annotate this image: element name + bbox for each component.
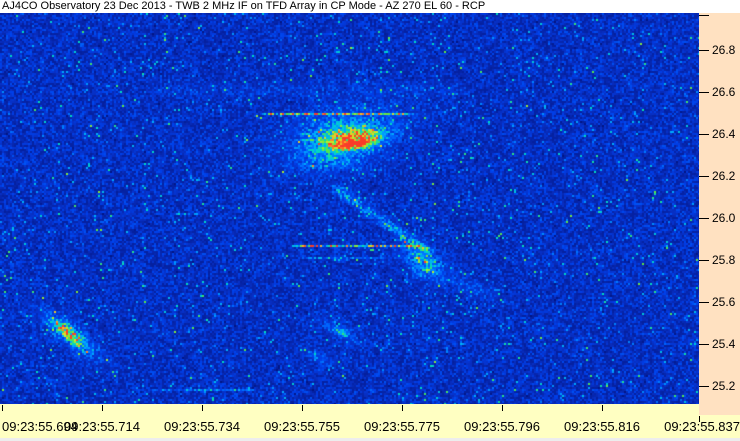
freq-tick [699,50,709,51]
freq-tick [699,386,709,387]
time-tick-label: 09:23:55.816 [557,419,647,435]
freq-tick [699,15,709,16]
time-tick-label: 09:23:55.775 [357,419,447,435]
freq-tick [699,218,709,219]
freq-tick-label: 25.6 [712,295,740,309]
frequency-axis: 26.8 26.6 26.4 26.2 26.0 25.8 25.6 25.4 25.2 [699,13,740,415]
freq-tick [699,302,709,303]
time-tick-label: 09:23:55.796 [457,419,547,435]
freq-tick [699,176,709,177]
title-text: AJ4CO Observatory 23 Dec 2013 - TWB 2 MH… [2,0,485,12]
freq-tick [699,344,709,345]
time-axis: 09:23:55.694 09:23:55.714 09:23:55.734 09:2… [0,404,740,438]
freq-tick [699,134,709,135]
time-tick [602,405,603,411]
time-tick [2,405,3,411]
time-tick [102,405,103,411]
freq-tick-label: 26.2 [712,169,740,183]
freq-tick-label: 25.2 [712,379,740,393]
time-tick-label: 09:23:55.755 [257,419,347,435]
freq-tick-label: 25.4 [712,337,740,351]
app-window: AJ4CO Observatory 23 Dec 2013 - TWB 2 MH… [0,0,740,441]
time-tick [302,405,303,411]
spectrogram-canvas [0,13,699,404]
time-tick-label: 09:23:55.837 [664,419,740,435]
freq-tick [699,92,709,93]
title-bar: AJ4CO Observatory 23 Dec 2013 - TWB 2 MH… [0,0,740,13]
freq-tick-label: 25.8 [712,253,740,267]
time-tick-label: 09:23:55.714 [57,419,147,435]
time-tick [202,405,203,411]
freq-tick-label: 26.4 [712,127,740,141]
freq-tick-label: 26.6 [712,85,740,99]
time-tick-label: 09:23:55.734 [157,419,247,435]
freq-tick [699,260,709,261]
time-tick [402,405,403,411]
time-tick [502,405,503,411]
freq-tick-label: 26.0 [712,211,740,225]
freq-tick-label: 26.8 [712,43,740,57]
